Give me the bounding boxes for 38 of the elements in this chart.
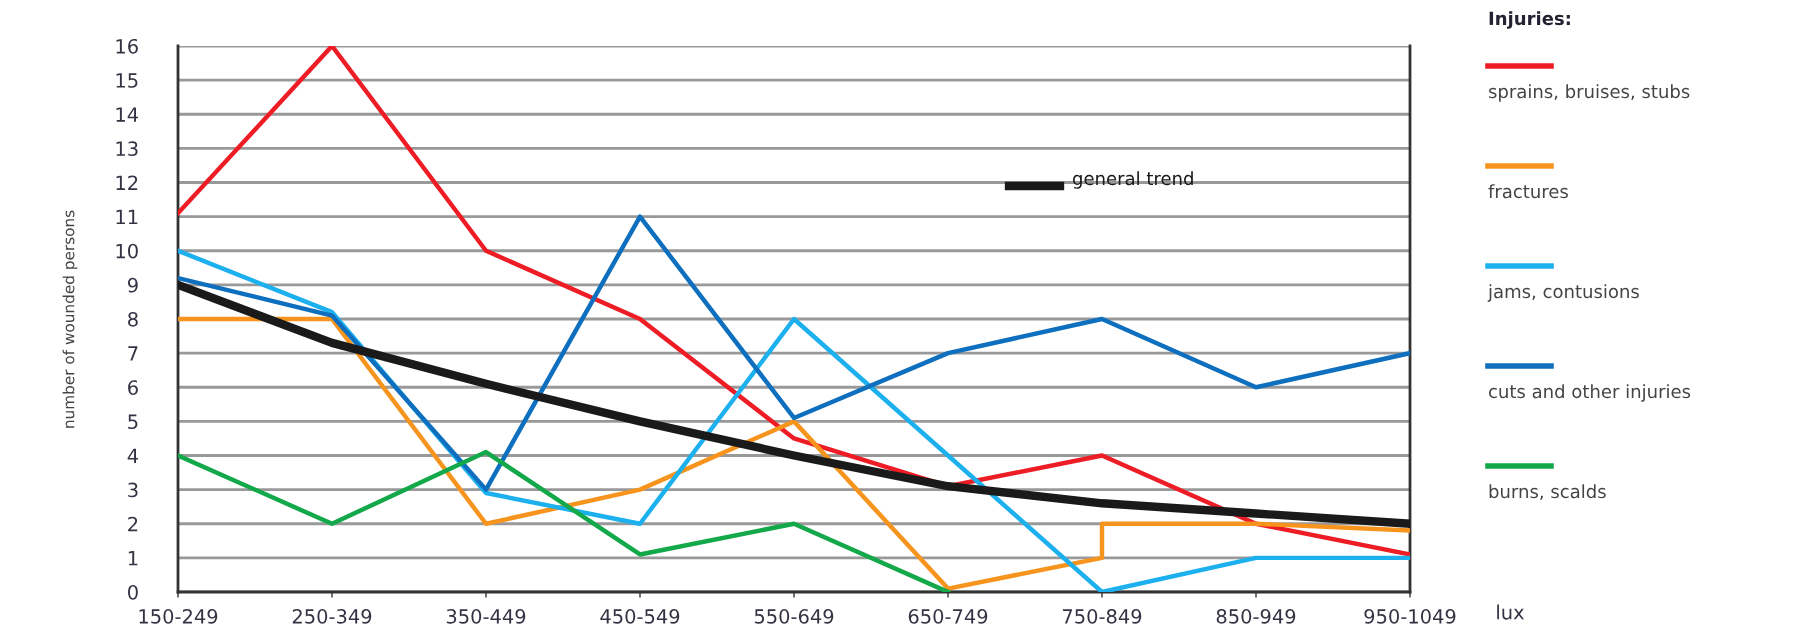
y-axis-title: number of wounded persons <box>62 210 78 428</box>
line-series <box>178 46 1410 557</box>
y-tick-label: 15 <box>116 73 138 88</box>
x-tick-label: 850-949 <box>1216 609 1296 624</box>
legend-label: burns, scalds <box>1489 484 1606 501</box>
legend-label: cuts and other injuries <box>1489 384 1691 402</box>
x-tick-label: 550-649 <box>754 609 834 624</box>
text: general trend <box>1073 171 1193 189</box>
x-axis-title: lux <box>1497 604 1524 620</box>
y-tick-label: 8 <box>128 311 138 327</box>
y-tick-label: 13 <box>116 141 138 157</box>
x-tick-label: 350-449 <box>446 609 526 624</box>
x-tick-label: 950-1049 <box>1364 609 1456 624</box>
y-tick-label: 6 <box>128 380 138 395</box>
y-tick-label: 16 <box>116 38 138 54</box>
line-series <box>178 449 951 592</box>
y-tick-label: 0 <box>128 584 138 600</box>
y-tick-label: 12 <box>116 175 138 190</box>
y-tick-label: 1 <box>128 551 138 566</box>
y-tick-label: 11 <box>116 209 138 225</box>
legend-label: fractures <box>1488 184 1568 199</box>
legend-label: sprains, bruises, stubs <box>1488 84 1690 102</box>
y-tick-label: 4 <box>127 448 139 463</box>
x-tick-label: 250-349 <box>292 609 372 624</box>
y-tick-label: 9 <box>127 277 138 293</box>
y-tick-label: 3 <box>128 482 138 498</box>
line-series <box>178 214 1410 492</box>
x-tick-label: 650-749 <box>908 609 988 624</box>
y-tick-label: 5 <box>128 414 138 430</box>
y-tick-label: 14 <box>116 107 139 122</box>
legend-title: Injuries: <box>1489 11 1570 29</box>
y-tick-label: 7 <box>128 346 138 361</box>
x-tick-label: 150-249 <box>139 609 218 624</box>
legend-label: jams, contusions <box>1487 284 1639 302</box>
x-tick-label: 750-849 <box>1062 609 1142 624</box>
y-tick-label: 2 <box>128 516 138 532</box>
x-tick-label: 450-549 <box>600 609 680 624</box>
y-tick-label: 10 <box>116 243 138 259</box>
